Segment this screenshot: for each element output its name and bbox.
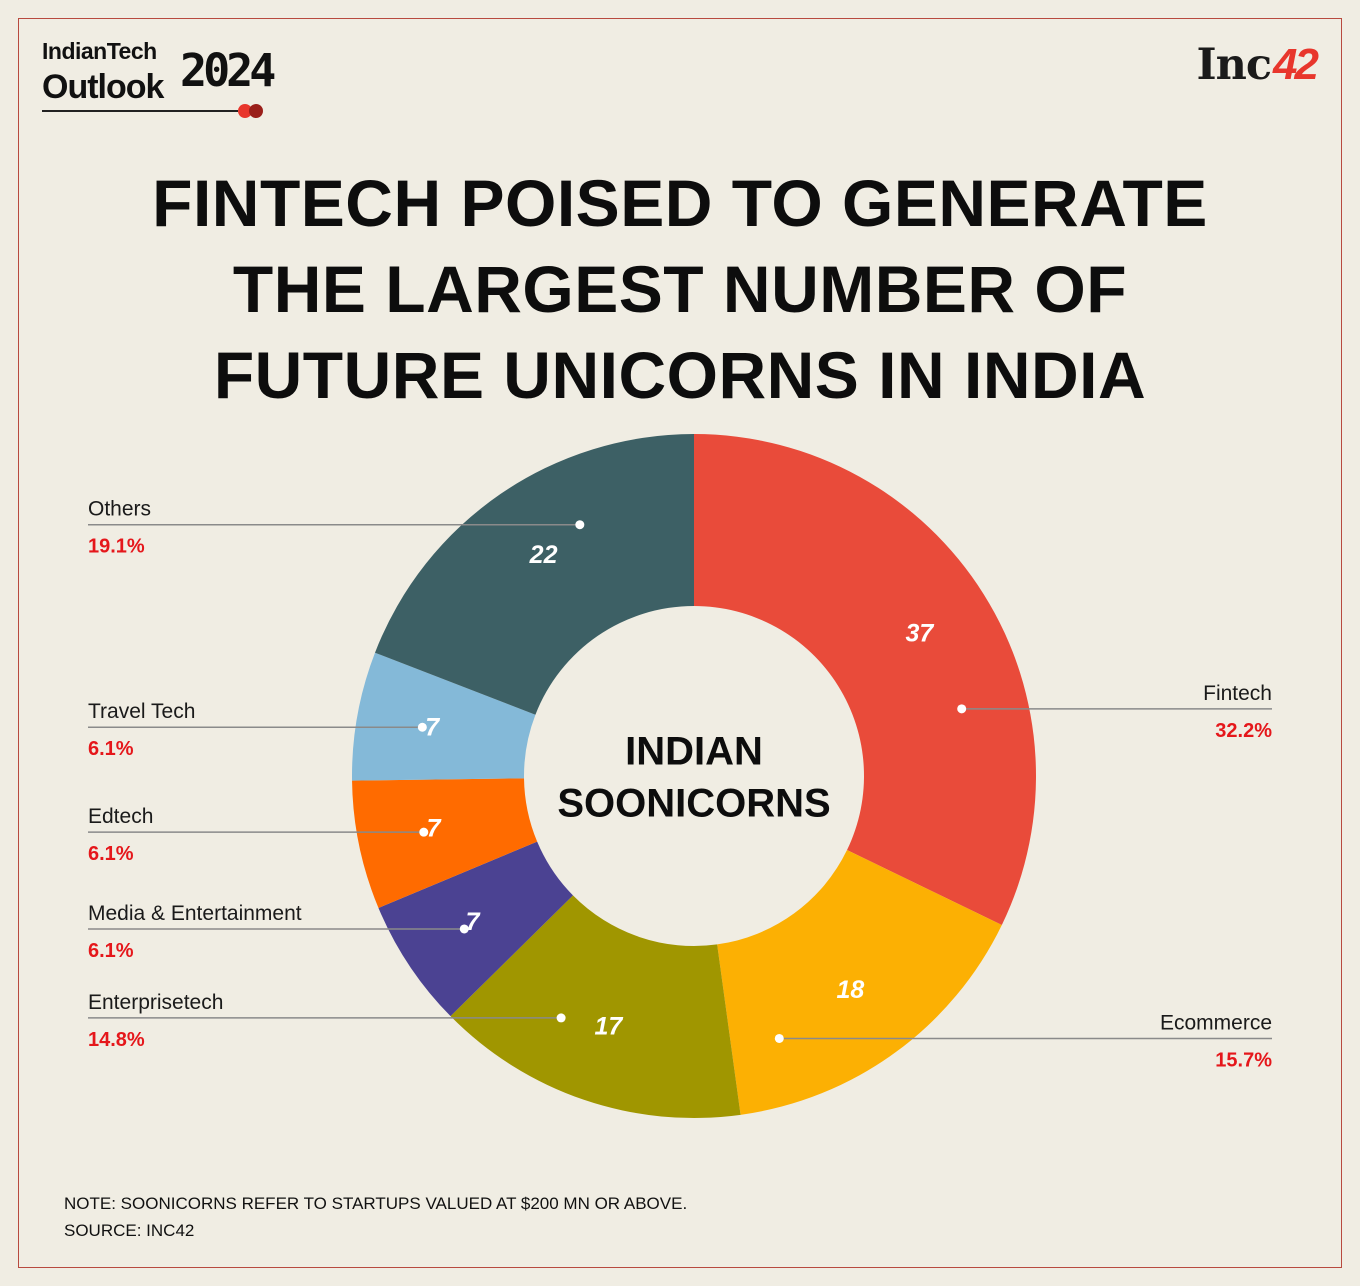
percent-label: 32.2% bbox=[1215, 720, 1272, 742]
center-label-line: INDIAN bbox=[625, 730, 763, 774]
slice-edtech bbox=[352, 778, 538, 908]
report-logo-line1: IndianTech bbox=[42, 38, 157, 64]
center-label-line: SOONICORNS bbox=[557, 782, 830, 826]
category-label: Enterprisetech bbox=[88, 991, 223, 1014]
slice-fintech bbox=[694, 434, 1036, 925]
slice-media-entertainment bbox=[378, 841, 573, 1017]
footnote-note: NOTE: SOONICORNS REFER TO STARTUPS VALUE… bbox=[64, 1194, 688, 1213]
chart-title-line: FUTURE UNICORNS IN INDIA bbox=[213, 338, 1147, 412]
report-logo-dot-icon bbox=[238, 104, 252, 118]
donut-chart: 37 Fintech 32.2% 18 Ecommerce 15.7% 17 Enterpri… bbox=[88, 434, 1272, 1118]
report-logo-rule bbox=[42, 110, 238, 112]
footnote: NOTE: SOONICORNS REFER TO STARTUPS VALUE… bbox=[64, 1190, 687, 1244]
percent-label: 6.1% bbox=[88, 940, 134, 962]
leader-dot bbox=[459, 924, 469, 934]
percent-label: 6.1% bbox=[88, 843, 134, 865]
leader-dot bbox=[556, 1013, 566, 1023]
report-logo-line2: Outlook bbox=[42, 68, 164, 106]
publisher-logo: Inc 42 bbox=[1196, 40, 1319, 90]
leader-dot bbox=[575, 520, 585, 530]
category-label: Fintech bbox=[1203, 682, 1272, 705]
publisher-logo-name: Inc bbox=[1196, 40, 1272, 90]
percent-label: 6.1% bbox=[88, 738, 134, 760]
slice-value-label: 22 bbox=[529, 541, 558, 569]
slice-ecommerce bbox=[717, 850, 1002, 1115]
footnote-source: SOURCE: INC42 bbox=[64, 1221, 195, 1240]
chart-title: FINTECH POISED TO GENERATE THE LARGEST N… bbox=[0, 160, 1360, 418]
category-label: Others bbox=[88, 498, 151, 521]
report-logo-year: 2024 bbox=[180, 44, 276, 97]
percent-label: 19.1% bbox=[88, 536, 145, 558]
percent-label: 14.8% bbox=[88, 1029, 145, 1051]
category-label: Media & Entertainment bbox=[88, 902, 302, 925]
report-logo: IndianTech Outlook 2024 bbox=[42, 38, 276, 120]
slice-value-label: 7 bbox=[427, 815, 442, 843]
leader-dot bbox=[419, 827, 429, 837]
slice-value-label: 18 bbox=[836, 976, 864, 1004]
slice-value-label: 17 bbox=[594, 1012, 623, 1040]
leader-dot bbox=[957, 704, 967, 714]
slice-travel-tech bbox=[352, 652, 536, 781]
chart-title-line: FINTECH POISED TO GENERATE bbox=[152, 166, 1208, 240]
chart-title-line: THE LARGEST NUMBER OF bbox=[232, 252, 1128, 326]
slice-others bbox=[374, 434, 694, 715]
slice-enterprisetech bbox=[450, 895, 741, 1118]
category-label: Ecommerce bbox=[1160, 1011, 1272, 1034]
percent-label: 15.7% bbox=[1215, 1049, 1272, 1071]
category-label: Edtech bbox=[88, 805, 153, 828]
leader-dot bbox=[774, 1033, 784, 1043]
page-frame bbox=[18, 18, 1342, 1268]
publisher-logo-number: 42 bbox=[1273, 40, 1319, 89]
slice-value-label: 7 bbox=[466, 908, 481, 936]
slice-value-label: 37 bbox=[905, 619, 934, 647]
report-logo-dot-dark-icon bbox=[249, 104, 263, 118]
slice-value-label: 7 bbox=[425, 714, 440, 742]
leader-dot bbox=[417, 722, 427, 732]
category-label: Travel Tech bbox=[88, 700, 195, 723]
